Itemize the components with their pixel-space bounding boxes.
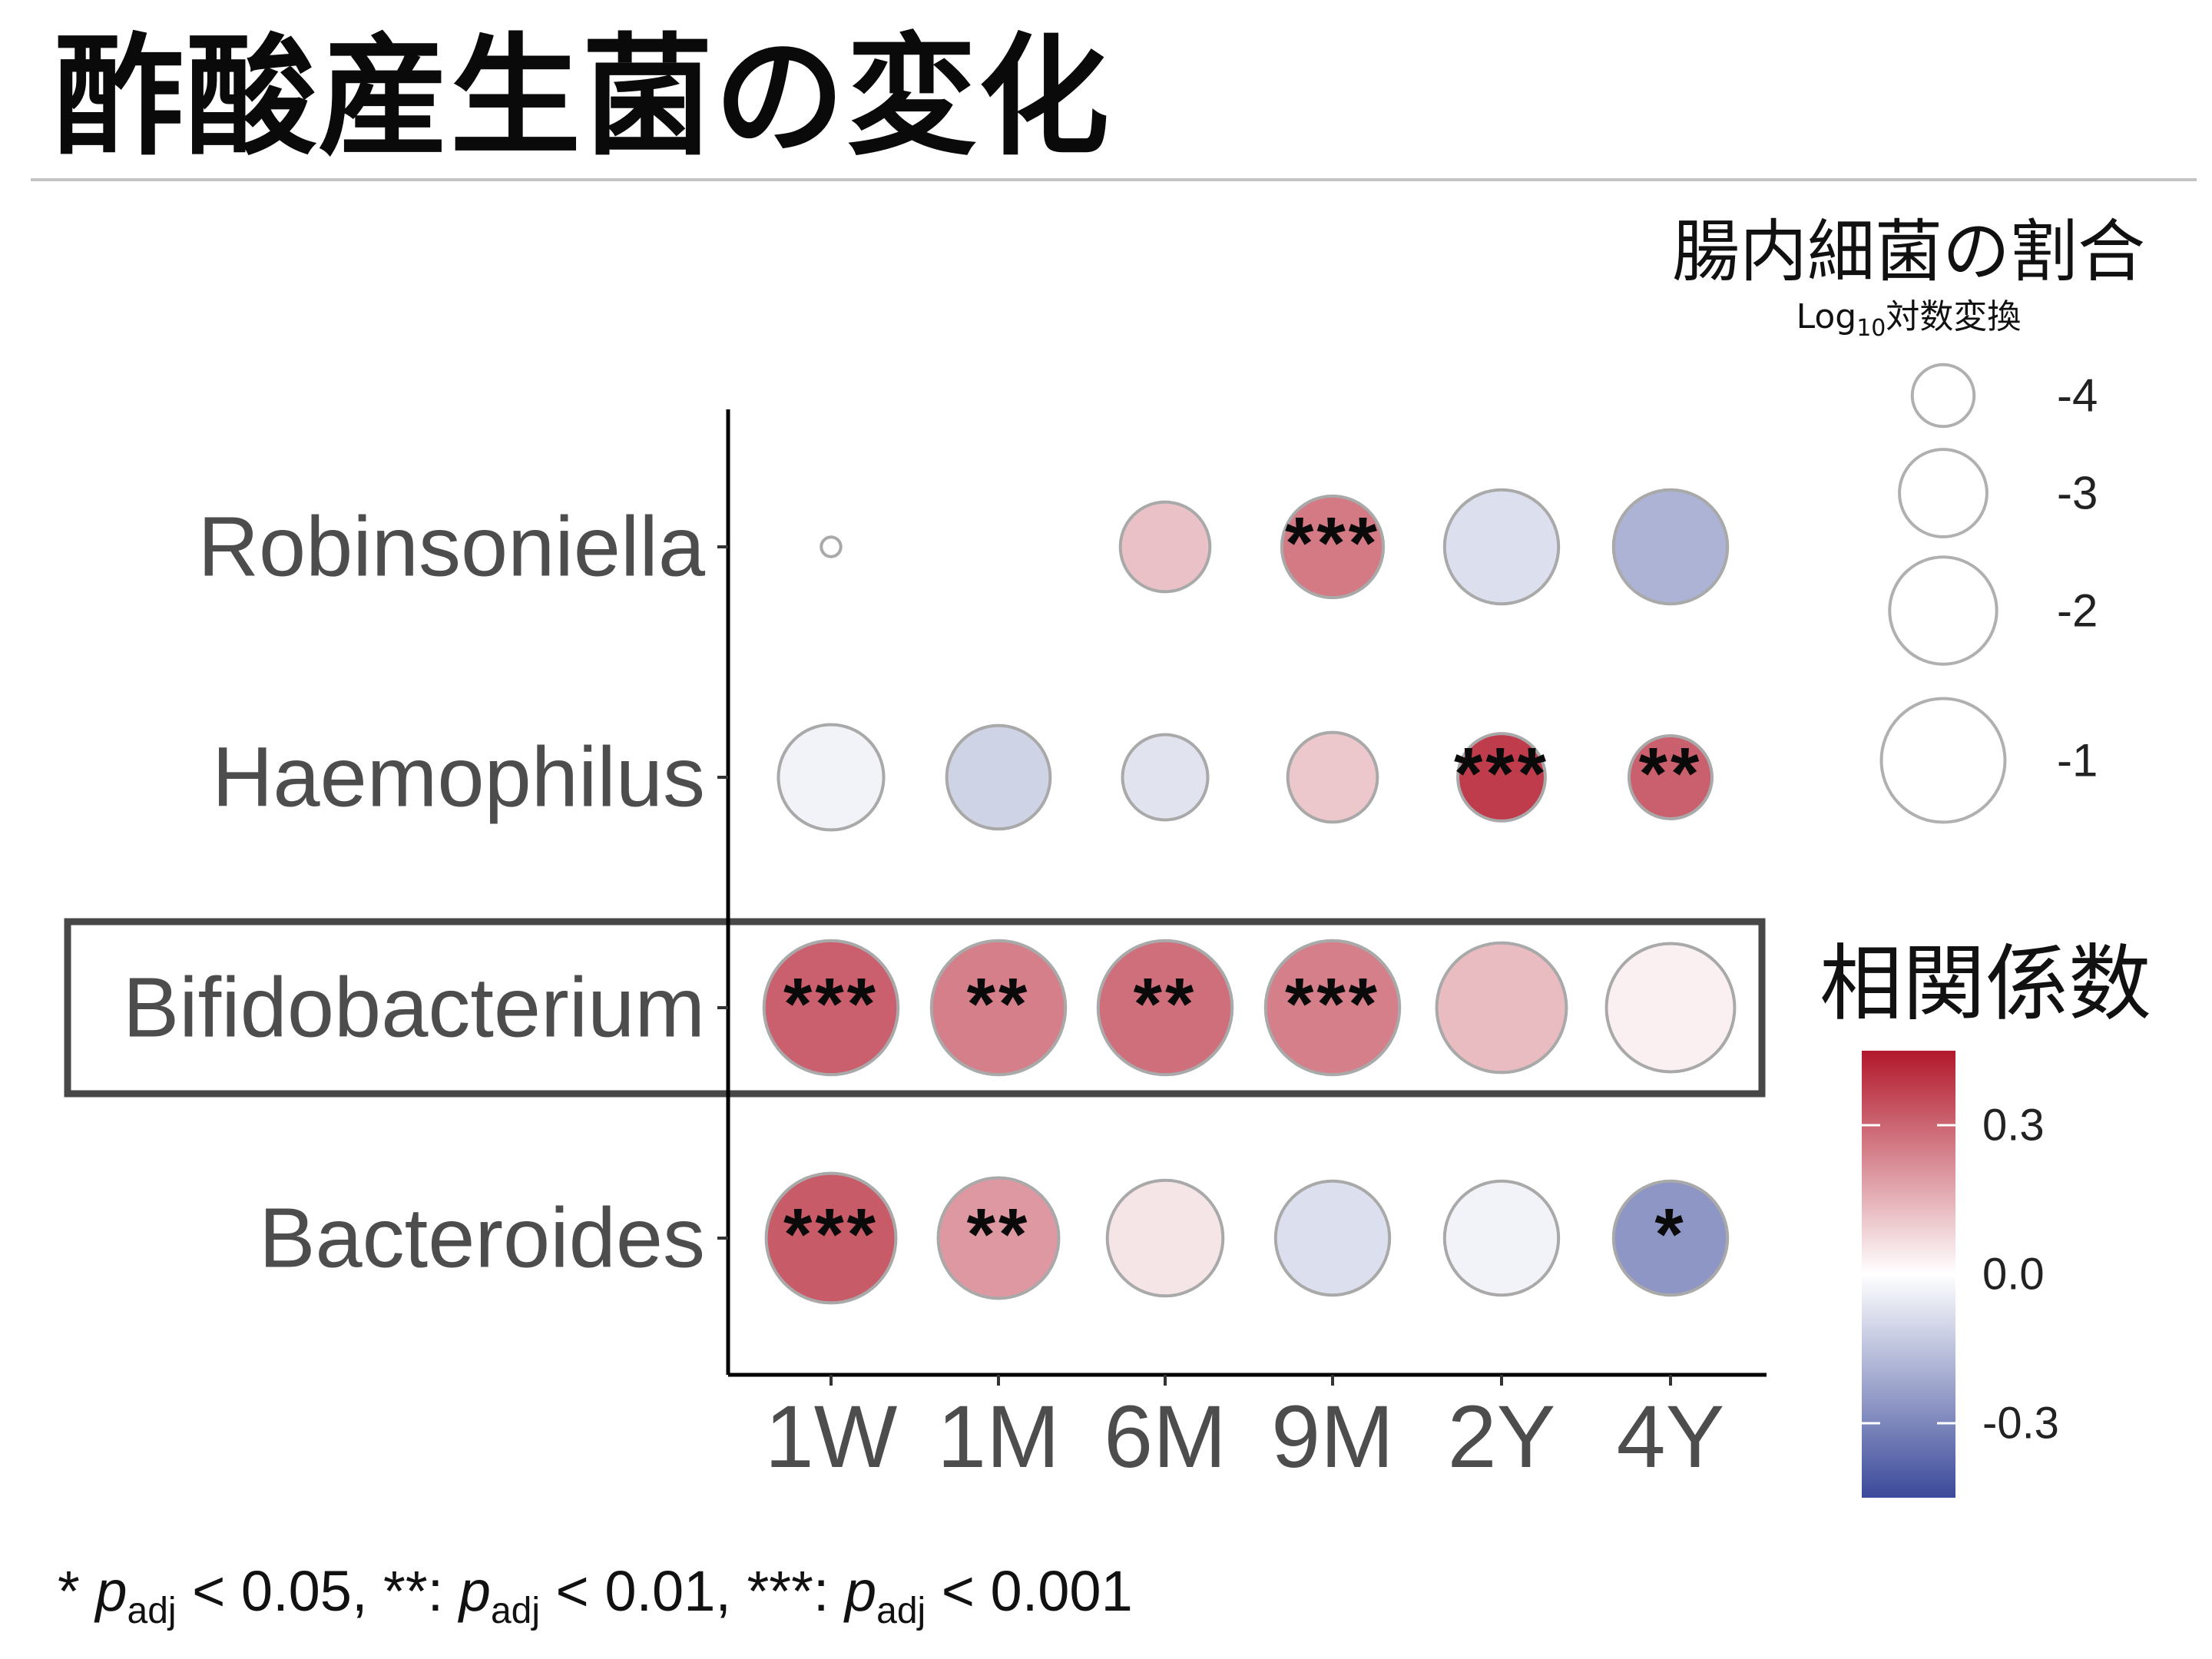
size-legend-subtitle: Log10対数変換 [1796, 297, 2022, 342]
page-title: 酢酸産生菌の変化 [54, 22, 1111, 174]
bubble [1628, 734, 1714, 820]
size-legend-key [1879, 697, 2007, 824]
bubble [1286, 730, 1379, 824]
bubble [762, 939, 900, 1077]
significance-label: *** [1285, 963, 1380, 1045]
color-legend-label: 0.3 [1982, 1101, 2045, 1151]
footnote-sub: adj [876, 1591, 926, 1631]
bubble [820, 535, 843, 558]
footnote-sub: adj [127, 1591, 177, 1631]
bubble [945, 724, 1052, 831]
significance-label: * [1654, 1194, 1686, 1276]
color-legend-title: 相関係数 [1820, 936, 2151, 1032]
bubble [929, 939, 1068, 1077]
y-tick-label: Bifidobacterium [123, 961, 705, 1055]
size-legend-key [1888, 555, 1998, 666]
x-tick-label: 1W [765, 1388, 898, 1486]
bubble [1280, 494, 1386, 600]
bubble [1435, 941, 1568, 1075]
size-legend-label: -2 [2057, 585, 2098, 637]
size-legend-title: 腸内細菌の割合 [1672, 212, 2145, 291]
color-legend-label: 0.0 [1982, 1250, 2045, 1300]
y-tick-label: Bacteroides [259, 1191, 705, 1286]
footnote-text-3: < 0.001 [926, 1559, 1133, 1623]
significance-label: ** [967, 1194, 1031, 1276]
bubble [1105, 1178, 1225, 1298]
x-tick-label: 2Y [1448, 1388, 1556, 1486]
significance-label: ** [1134, 963, 1197, 1045]
bubble [1273, 1179, 1392, 1297]
significance-label: ** [1639, 733, 1703, 815]
bubble [1121, 733, 1210, 822]
bubble [1611, 488, 1730, 606]
footnote-sub: adj [490, 1591, 540, 1631]
footnote-text-1: < 0.05, **: [176, 1559, 459, 1623]
y-tick-label: Robinsoniella [198, 500, 706, 594]
x-tick-label: 4Y [1617, 1388, 1725, 1486]
bubble [1611, 1179, 1730, 1297]
bubble [1118, 500, 1212, 594]
footnote-p: p [845, 1559, 877, 1623]
bubble [764, 1171, 898, 1305]
bubble [1096, 939, 1234, 1077]
size-legend-key [1898, 448, 1988, 538]
y-tick-label: Haemophilus [212, 730, 705, 825]
highlight-box [64, 918, 1766, 1098]
footnote-p: p [459, 1559, 491, 1623]
x-tick-label: 6M [1104, 1388, 1227, 1486]
size-legend-label: -3 [2057, 468, 2098, 519]
significance-label: *** [1285, 502, 1380, 584]
significance-label: *** [783, 1194, 879, 1276]
x-tick-label: 1M [937, 1388, 1060, 1486]
bubble [1456, 732, 1547, 823]
bubble [777, 723, 886, 832]
significance-label: ** [967, 963, 1031, 1045]
significance-label: *** [783, 963, 879, 1045]
bubble [1442, 488, 1561, 606]
color-legend-label: -0.3 [1982, 1399, 2059, 1449]
bubble [1263, 939, 1402, 1077]
size-legend-label: -1 [2057, 735, 2098, 786]
significance-label: *** [1454, 733, 1549, 815]
bubble [1604, 942, 1737, 1074]
bubble [1442, 1179, 1561, 1297]
significance-footnote: * padj < 0.05, **: padj < 0.01, ***: pad… [58, 1563, 1133, 1630]
size-legend-label: -4 [2057, 370, 2098, 422]
footnote-p: p [95, 1559, 127, 1623]
bubble [936, 1176, 1061, 1300]
size-legend-key [1910, 363, 1976, 429]
footnote-prefix: * [58, 1559, 96, 1623]
title-divider [31, 178, 2197, 181]
footnote-text-2: < 0.01, ***: [540, 1559, 845, 1623]
x-tick-label: 9M [1271, 1388, 1394, 1486]
